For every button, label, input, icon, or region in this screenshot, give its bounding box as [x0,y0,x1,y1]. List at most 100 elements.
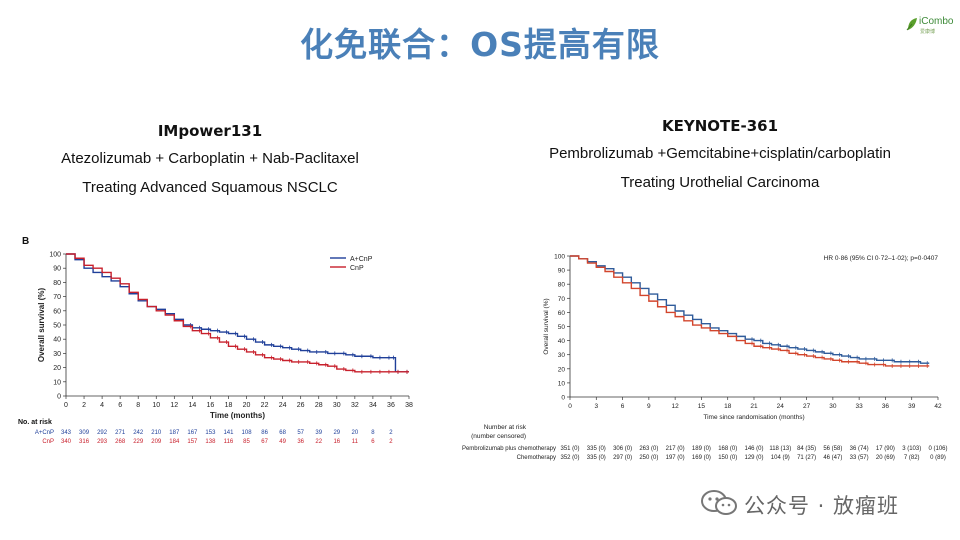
risk-value: 49 [279,439,286,445]
x-tick-label: 6 [118,402,122,409]
series-line-b [570,255,930,367]
risk-value: 20 [351,430,358,436]
risk-value: 343 [61,430,72,436]
risk-value: 210 [151,430,162,436]
x-tick-label: 15 [698,403,706,410]
x-tick-label: 18 [724,403,732,410]
legend-label: A+CnP [350,256,373,263]
risk-value: 29 [333,430,340,436]
x-tick-label: 32 [351,402,359,409]
risk-value: 250 (0) [639,455,658,461]
risk-value: 352 (0) [560,455,579,461]
logo-brand: iCombo [919,16,954,27]
risk-value: 153 [205,430,216,436]
risk-value: 2 [389,430,393,436]
right-trial-name: KEYNOTE-361 [661,117,779,135]
risk-value: 309 [79,430,90,436]
risk-value: 184 [169,439,180,445]
y-tick-label: 90 [53,266,61,273]
x-tick-label: 3 [594,403,598,410]
watermark: 公众号 · 放瘤班 [700,488,940,520]
left-indication: Treating Advanced Squamous NSCLC [82,179,338,196]
risk-value: 268 [115,439,126,445]
x-tick-label: 4 [100,402,104,409]
risk-value: 292 [97,430,108,436]
x-tick-label: 28 [315,402,323,409]
watermark-text: 公众号 · 放瘤班 [744,494,900,518]
x-tick-label: 12 [170,402,178,409]
y-tick-label: 60 [558,310,566,317]
right-regimen: Pembrolizumab +Gemcitabine+cisplatin/car… [549,145,891,162]
y-tick-label: 70 [558,296,566,303]
x-tick-label: 34 [369,402,377,409]
y-tick-label: 60 [53,308,61,315]
risk-value: 67 [261,439,268,445]
x-tick-label: 42 [934,403,942,410]
risk-value: 3 (103) [902,446,921,452]
risk-value: 316 [79,439,90,445]
risk-value: 104 (9) [771,455,790,461]
panel-label: B [22,236,29,247]
risk-value: 169 (0) [692,455,711,461]
x-tick-label: 9 [647,403,651,410]
y-tick-label: 0 [561,395,565,402]
risk-value: 85 [243,439,250,445]
y-tick-label: 50 [53,323,61,330]
y-tick-label: 0 [57,394,61,401]
x-tick-label: 0 [64,402,68,409]
risk-table-title: No. at risk [18,419,52,426]
risk-value: 217 (0) [666,446,685,452]
x-tick-label: 24 [777,403,785,410]
y-tick-label: 90 [558,268,566,275]
risk-value: 22 [315,439,322,445]
risk-value: 146 (0) [744,446,763,452]
risk-value: 306 (0) [613,446,632,452]
risk-value: 36 (74) [850,446,869,452]
risk-value: 168 (0) [718,446,737,452]
wechat-icon [701,490,737,515]
risk-value: 229 [133,439,144,445]
risk-value: 116 [224,439,234,445]
y-tick-label: 50 [558,324,566,331]
risk-value: 11 [352,439,359,445]
y-tick-label: 40 [558,338,566,345]
risk-value: 157 [187,439,198,445]
risk-value: 297 (0) [613,455,632,461]
risk-value: 0 (89) [930,455,946,461]
km-chart-keynote361: 0 3 6 9 12 15 18 21 24 27 30 33 36 39 4201020304050607… [462,254,948,462]
x-tick-label: 26 [297,402,305,409]
x-tick-label: 27 [803,403,811,410]
risk-value: 84 (35) [797,446,816,452]
risk-value: 335 (0) [587,446,606,452]
risk-value: 86 [261,430,268,436]
risk-value: 6 [371,439,375,445]
risk-value: 118 (13) [769,446,791,452]
x-tick-label: 30 [829,403,837,410]
risk-value: 7 (82) [904,455,920,461]
x-tick-label: 10 [152,402,160,409]
x-tick-label: 0 [568,403,572,410]
risk-value: 351 (0) [560,446,579,452]
legend-label: CnP [350,265,364,272]
x-tick-label: 8 [136,402,140,409]
y-tick-label: 20 [558,366,566,373]
x-tick-label: 36 [387,402,395,409]
km-chart-impower131: B0 2 4 6 8 10 12 14 16 18 20 22 24 26 28 30 32 34 36 380102… [18,236,413,445]
y-tick-label: 10 [558,380,566,387]
risk-value: 189 (0) [692,446,711,452]
series-line-b [66,253,409,373]
page-title: 化免联合：OS提高有限 [300,25,660,64]
risk-value: 16 [333,439,340,445]
risk-table-subtitle: (number censored) [471,433,526,440]
y-tick-label: 80 [558,282,566,289]
risk-value: 36 [297,439,304,445]
risk-value: 242 [133,430,144,436]
risk-value: 17 (90) [876,446,895,452]
risk-value: 2 [389,439,393,445]
risk-value: 293 [97,439,108,445]
series-line-a [570,255,930,364]
risk-value: 187 [169,430,180,436]
risk-value: 167 [187,430,198,436]
x-axis-title: Time (months) [210,411,265,420]
x-tick-label: 24 [279,402,287,409]
